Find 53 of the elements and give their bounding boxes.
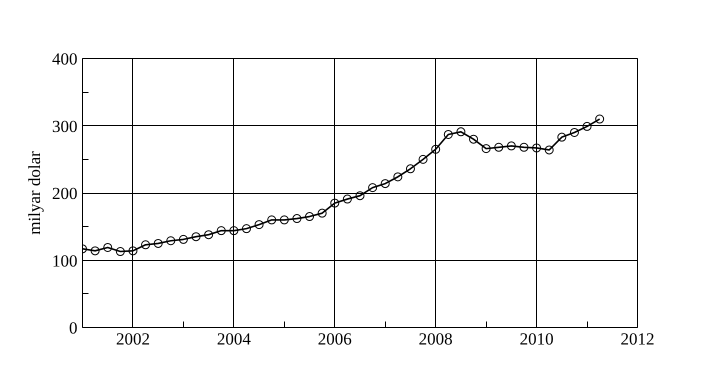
x-tick-label: 2008 xyxy=(418,330,453,348)
point xyxy=(305,212,314,222)
point xyxy=(216,226,226,236)
x-tick-label: 2004 xyxy=(216,330,252,348)
point xyxy=(557,132,566,142)
point xyxy=(418,154,428,164)
point xyxy=(582,122,592,131)
point xyxy=(368,183,378,192)
x-tick-label: 2006 xyxy=(318,330,352,348)
point xyxy=(116,247,125,256)
point xyxy=(280,215,289,224)
y-tick-label: 200 xyxy=(52,184,78,203)
point xyxy=(380,179,390,188)
point xyxy=(356,191,364,200)
point xyxy=(229,226,238,236)
point xyxy=(444,130,453,139)
y-tick-label: 100 xyxy=(52,251,78,270)
point xyxy=(192,232,201,242)
x-tick-label: 2010 xyxy=(520,330,554,348)
y-tick-label: 0 xyxy=(69,318,78,338)
y-tick-label: 300 xyxy=(52,116,78,136)
point xyxy=(494,142,504,152)
point xyxy=(519,142,528,152)
point xyxy=(204,230,214,240)
point xyxy=(103,242,112,252)
point xyxy=(595,114,604,124)
x-tick-label: 2002 xyxy=(116,330,150,348)
point xyxy=(166,236,176,246)
point xyxy=(90,246,100,256)
point xyxy=(469,134,478,144)
point xyxy=(456,127,466,136)
point xyxy=(431,144,440,154)
point xyxy=(178,234,188,244)
point xyxy=(292,214,302,224)
point xyxy=(154,238,163,248)
y-tick-label: 400 xyxy=(52,50,78,68)
point xyxy=(544,145,554,154)
point xyxy=(318,208,327,218)
point xyxy=(506,141,516,150)
point xyxy=(128,246,138,256)
point xyxy=(330,198,340,208)
point xyxy=(267,215,276,224)
point xyxy=(570,128,579,137)
point xyxy=(482,144,491,154)
y-axis-title: milyar dolar xyxy=(25,150,44,235)
point xyxy=(342,194,352,204)
point xyxy=(242,224,251,234)
x-tick-label: 2012 xyxy=(620,330,654,348)
point xyxy=(393,172,402,182)
point xyxy=(254,220,264,230)
point xyxy=(406,164,415,174)
point xyxy=(141,240,150,250)
point xyxy=(532,143,542,152)
